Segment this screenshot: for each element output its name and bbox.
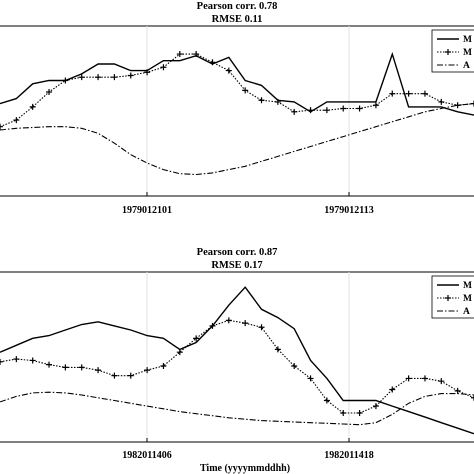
panel-top-series-2-point-22 — [340, 105, 347, 112]
panel-top-series-2-point-11 — [160, 64, 167, 71]
panel-bottom-series-3-dashdot-line — [0, 391, 474, 426]
panel-top-series-group — [0, 51, 474, 176]
panel-top-series-2-point-2 — [13, 117, 20, 124]
panel-bottom-series-2-point-11 — [160, 362, 167, 369]
panel-bottom-series-2-point-13 — [193, 335, 200, 342]
panel-top-series-2-point-10 — [144, 69, 151, 76]
panel-bottom-legend-marker-plus — [445, 295, 451, 301]
panel-top-series-2-point-7 — [95, 74, 102, 81]
panel-top-legend-label-2: M — [463, 48, 472, 58]
panel-top-series-2-point-4 — [46, 89, 53, 96]
panel-top-title-line-1: Pearson corr. 0.78 — [197, 1, 278, 12]
panel-top-series-2-point-23 — [356, 105, 363, 112]
panel-bottom-x-tick-label-1: 1982011406 — [122, 450, 171, 461]
panel-top-series-2-point-13 — [193, 51, 200, 58]
panel-top-series-2-point-3 — [29, 103, 36, 110]
panel-top-series-2-point-15 — [225, 67, 232, 74]
panel-bottom-series-2-point-14 — [209, 322, 216, 329]
panel-bottom-title-line-1: Pearson corr. 0.87 — [197, 247, 278, 258]
panel-bottom-series-2-point-19 — [291, 362, 298, 369]
panel-top-series-2-point-8 — [111, 74, 118, 81]
panel-bottom-series-2-point-22 — [340, 409, 347, 416]
panel-bottom-series-2-point-27 — [421, 375, 428, 382]
panel-bottom-series-2-point-4 — [46, 361, 53, 368]
panel-top-series-2-point-14 — [209, 59, 216, 66]
panel-top-series-2-point-9 — [127, 72, 134, 79]
panel-top-series-3-dashdot-line — [0, 103, 474, 176]
panel-bottom-axes-box — [0, 271, 474, 443]
panel-top-series-1-solid-line — [0, 51, 474, 116]
panel-top-legend: M M A — [431, 29, 474, 73]
panel-bottom-series-2-point-6 — [78, 364, 85, 371]
panel-bottom-series-2-point-28 — [438, 378, 445, 385]
panel-top-series-2-point-18 — [274, 98, 281, 105]
panel-bottom-legend: M M A — [431, 275, 474, 319]
panel-top-x-tick-label-1: 1979012101 — [122, 205, 172, 216]
panel-top-series-2-point-6 — [78, 74, 85, 81]
panel-top-title-line-2: RMSE 0.11 — [212, 14, 263, 25]
panel-top-series-2-point-19 — [291, 108, 298, 115]
panel-bottom-series-2-point-21 — [323, 397, 330, 404]
panel-bottom-series-1-solid-line — [0, 286, 474, 435]
panel-bottom-series-2-point-25 — [389, 386, 396, 393]
panel-bottom-series-group — [0, 286, 474, 435]
panel-top-legend-label-1: M — [463, 35, 472, 45]
panel-top-series-2-point-27 — [421, 90, 428, 97]
panel-top-series-2-point-30 — [471, 100, 474, 107]
panel-bottom-series-2-point-29 — [454, 387, 461, 394]
panel-top: Pearson corr. 0.78 RMSE 0.11 1979012101 … — [0, 1, 474, 216]
panel-bottom-series-2-point-8 — [111, 372, 118, 379]
panel-top-series-2-point-16 — [242, 87, 249, 94]
panel-bottom-series-2-point-1 — [0, 358, 3, 365]
panel-bottom-series-2-point-15 — [225, 317, 232, 324]
panel-bottom-series-2-point-18 — [274, 346, 281, 353]
panel-top-x-tick-label-2: 1979012113 — [324, 205, 373, 216]
panel-top-series-2-point-5 — [62, 77, 69, 84]
panel-bottom-series-2-point-16 — [242, 320, 249, 327]
panel-top-series-2-point-20 — [307, 107, 314, 114]
panel-bottom-legend-label-2: M — [463, 294, 472, 304]
panel-top-series-2-point-17 — [258, 97, 265, 104]
panel-top-series-2-point-24 — [372, 102, 379, 109]
panel-top-legend-marker-plus — [445, 49, 451, 55]
panel-bottom-series-2-point-10 — [144, 367, 151, 374]
panel-bottom-series-2-point-12 — [176, 349, 183, 356]
panel-bottom-legend-label-1: M — [463, 281, 472, 291]
panel-top-legend-label-3: A — [463, 61, 470, 71]
panel-bottom-x-tick-label-2: 1982011418 — [324, 450, 373, 461]
panel-top-series-2-point-28 — [438, 98, 445, 105]
panel-top-series-2-point-12 — [176, 51, 183, 58]
panel-bottom-series-2-point-2 — [13, 356, 20, 363]
panel-bottom-legend-label-3: A — [463, 307, 470, 317]
panel-bottom-series-2-point-9 — [127, 372, 134, 379]
panel-bottom-series-2-point-7 — [95, 367, 102, 374]
panel-bottom-series-2-dotted-line — [0, 319, 474, 414]
panel-bottom-series-2-point-17 — [258, 324, 265, 331]
panel-bottom-series-2-point-26 — [405, 375, 412, 382]
panel-bottom-series-2-point-23 — [356, 409, 363, 416]
panel-top-axes-box — [0, 25, 474, 197]
panel-bottom: Pearson corr. 0.87 RMSE 0.17 1982011406 … — [0, 247, 474, 474]
panel-bottom-series-2-point-30 — [471, 394, 474, 401]
panel-top-series-2-point-1 — [0, 123, 3, 130]
panel-top-series-2-point-21 — [323, 107, 330, 114]
panel-bottom-series-2-point-5 — [62, 364, 69, 371]
panel-top-series-2-point-25 — [389, 90, 396, 97]
panel-bottom-series-2-point-24 — [372, 403, 379, 410]
panel-bottom-series-2-point-20 — [307, 375, 314, 382]
panel-bottom-series-2-point-3 — [29, 357, 36, 364]
panel-top-series-2-point-26 — [405, 90, 412, 97]
panel-bottom-x-axis-label: Time (yyyymmddhh) — [200, 463, 290, 474]
panel-bottom-title-line-2: RMSE 0.17 — [211, 260, 262, 271]
